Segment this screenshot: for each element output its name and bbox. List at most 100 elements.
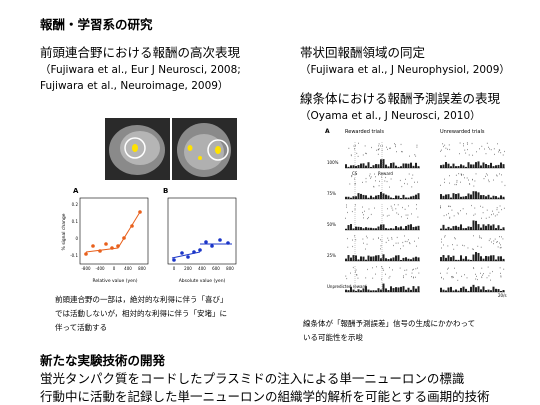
reference: （Fujiwara et al., Eur J Neurosci, 2008; xyxy=(40,64,241,76)
raster-tick xyxy=(503,268,505,270)
raster-tick xyxy=(441,247,442,249)
panel-label: A xyxy=(73,187,79,195)
histogram-bar xyxy=(412,286,415,292)
raster-tick xyxy=(442,143,444,145)
raster-tick xyxy=(496,214,498,216)
histogram-bar xyxy=(362,288,365,292)
histogram-bar xyxy=(447,194,450,199)
histogram-bar xyxy=(377,194,380,199)
raster-tick xyxy=(369,175,370,177)
raster-tick xyxy=(404,182,405,185)
histogram-bar xyxy=(445,162,447,168)
histogram-bar xyxy=(392,197,395,199)
histogram-bar xyxy=(380,258,382,261)
raster-tick xyxy=(500,272,501,274)
histogram-bar xyxy=(387,166,390,168)
histogram-bar xyxy=(385,288,387,292)
histogram-bar xyxy=(357,289,360,292)
activation xyxy=(187,145,193,151)
raster-tick xyxy=(349,183,351,185)
raster-tick xyxy=(356,274,358,276)
raster-tick xyxy=(500,275,502,277)
histogram-bar xyxy=(487,194,490,199)
raster-tick xyxy=(373,186,375,188)
histogram-bar xyxy=(350,257,352,261)
raster-tick xyxy=(440,184,441,186)
raster-tick xyxy=(355,204,356,206)
raster-tick xyxy=(395,144,396,146)
histogram-bar xyxy=(355,165,357,168)
histogram-bar xyxy=(415,226,417,230)
histogram-bar xyxy=(380,224,382,230)
raster-tick xyxy=(444,181,445,184)
raster-tick xyxy=(447,148,448,150)
histogram-bar xyxy=(495,288,497,292)
raster-tick xyxy=(486,277,488,279)
reference: （Fujiwara et al., J Neurophysiol, 2009） xyxy=(300,64,510,76)
histogram-bar xyxy=(462,165,465,168)
raster-tick xyxy=(406,269,408,271)
histogram-bar xyxy=(457,193,460,199)
histogram-bar xyxy=(402,163,405,168)
histogram-bar xyxy=(472,191,475,199)
raster-tick xyxy=(458,173,460,175)
raster-tick xyxy=(460,210,461,212)
histogram-bar xyxy=(400,197,402,199)
raster-tick xyxy=(479,235,480,237)
raster-tick xyxy=(462,174,464,176)
raster-tick xyxy=(492,270,493,273)
histogram-bar xyxy=(365,227,367,230)
raster-tick xyxy=(489,238,491,240)
histogram-bar xyxy=(417,286,420,292)
raster-tick xyxy=(504,150,505,153)
tick-label: 400 xyxy=(198,266,206,271)
raster-tick xyxy=(390,205,392,207)
raster-tick xyxy=(390,178,392,180)
histogram-bar xyxy=(367,255,370,261)
raster-tick xyxy=(444,155,446,157)
histogram-bar xyxy=(442,164,445,168)
activation xyxy=(215,146,221,154)
histogram-bar xyxy=(382,159,385,168)
raster-tick xyxy=(406,183,408,185)
raster-tick xyxy=(475,173,477,175)
activation xyxy=(198,156,202,160)
figure-dot xyxy=(91,244,95,248)
caption: 伴って活動する xyxy=(55,323,108,332)
histogram-bar xyxy=(375,228,377,230)
histogram-bar xyxy=(375,290,377,292)
raster-tick xyxy=(475,273,476,275)
raster-tick xyxy=(464,149,466,151)
footer-line: 蛍光タンパク質をコードしたプラスミドの注入による単一ニューロンの標識 xyxy=(40,371,465,386)
raster-tick xyxy=(463,145,464,147)
raster-tick xyxy=(464,177,465,179)
histogram-bar xyxy=(397,255,400,261)
histogram-bar xyxy=(347,196,350,199)
histogram-bar xyxy=(412,195,415,199)
raster-tick xyxy=(443,215,445,217)
raster-tick xyxy=(378,237,379,239)
raster-tick xyxy=(389,275,391,278)
raster-tick xyxy=(404,208,406,210)
raster-tick xyxy=(384,180,386,182)
raster-tick xyxy=(394,204,395,206)
histogram-bar xyxy=(465,166,467,168)
histogram-bar xyxy=(375,255,377,261)
raster-tick xyxy=(456,183,457,186)
raster-tick xyxy=(499,267,501,269)
raster-tick xyxy=(485,217,487,219)
histogram-bar xyxy=(467,290,470,292)
histogram-bar xyxy=(452,255,455,261)
tick-label: -800 xyxy=(81,266,91,271)
histogram-bar xyxy=(462,196,465,199)
raster-tick xyxy=(488,180,490,183)
histogram-bar xyxy=(375,164,377,168)
raster-tick xyxy=(496,174,497,176)
section-heading: 線条体における報酬予測誤差の表現 xyxy=(300,91,501,106)
raster-tick xyxy=(405,214,407,216)
histogram-bar xyxy=(480,256,482,261)
raster-tick xyxy=(500,152,502,154)
raster-tick xyxy=(490,279,491,281)
histogram-bar xyxy=(415,256,417,261)
raster-tick xyxy=(348,147,350,149)
